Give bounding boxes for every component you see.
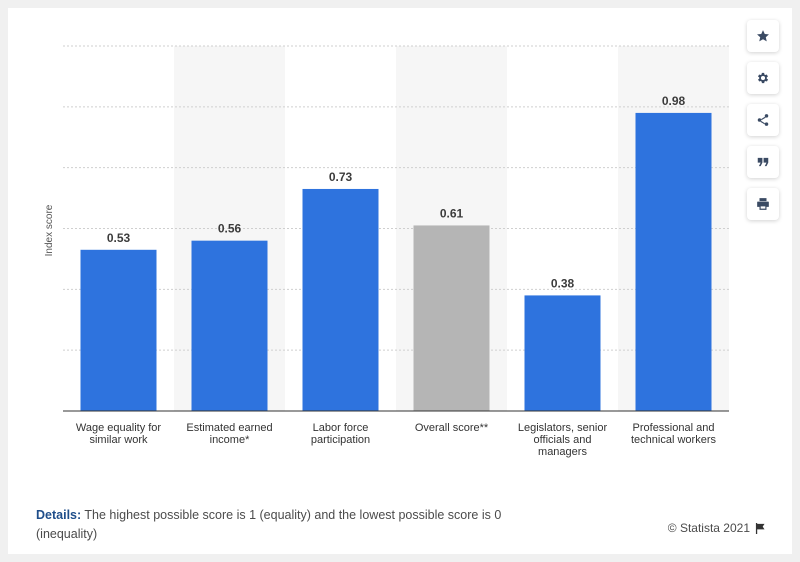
bar-0 [80, 249, 157, 411]
category-label-1: Estimated earned income* [186, 422, 272, 446]
bar-3 [413, 225, 490, 411]
share-button[interactable] [747, 104, 779, 136]
settings-button[interactable] [747, 62, 779, 94]
y-axis-label: Index score [44, 204, 55, 256]
bar-1 [191, 240, 268, 411]
gear-icon [757, 72, 769, 84]
star-icon [757, 30, 769, 42]
value-label-3: 0.61 [440, 206, 464, 220]
favorite-button[interactable] [747, 20, 779, 52]
value-label-4: 0.38 [551, 276, 575, 290]
value-label-5: 0.98 [662, 94, 686, 108]
print-icon [757, 198, 769, 210]
quote-icon [757, 157, 769, 167]
bar-4 [524, 295, 601, 411]
print-button[interactable] [747, 188, 779, 220]
value-label-0: 0.53 [107, 231, 131, 245]
details-text: The highest possible score is 1 (equalit… [36, 508, 502, 541]
cite-button[interactable] [747, 146, 779, 178]
bar-2 [302, 188, 379, 411]
bar-5 [635, 112, 712, 412]
bar-chart: 0.53 Wage equality for similar work 0.56 Est… [44, 45, 729, 458]
category-label-0: Wage equality for similar work [76, 422, 162, 446]
details-note: Details: The highest possible score is 1… [36, 506, 536, 544]
credit-text: © Statista 2021 [667, 521, 750, 535]
sidebar-toolbar [747, 20, 779, 220]
category-label-2: Labor force participation [311, 422, 370, 446]
share-icon [757, 114, 769, 126]
value-label-1: 0.56 [218, 222, 242, 236]
details-label: Details: [36, 508, 82, 522]
chart-card: 0.53 Wage equality for similar work 0.56 Est… [8, 8, 792, 554]
value-label-2: 0.73 [329, 170, 353, 184]
flag-icon [755, 522, 765, 534]
category-label-3: Overall score** [415, 422, 489, 434]
category-label-4: Legislators, senior officials and managers [518, 422, 608, 458]
category-label-5: Professional and technical workers [631, 422, 716, 446]
statista-credit[interactable]: © Statista 2021 [668, 521, 766, 535]
